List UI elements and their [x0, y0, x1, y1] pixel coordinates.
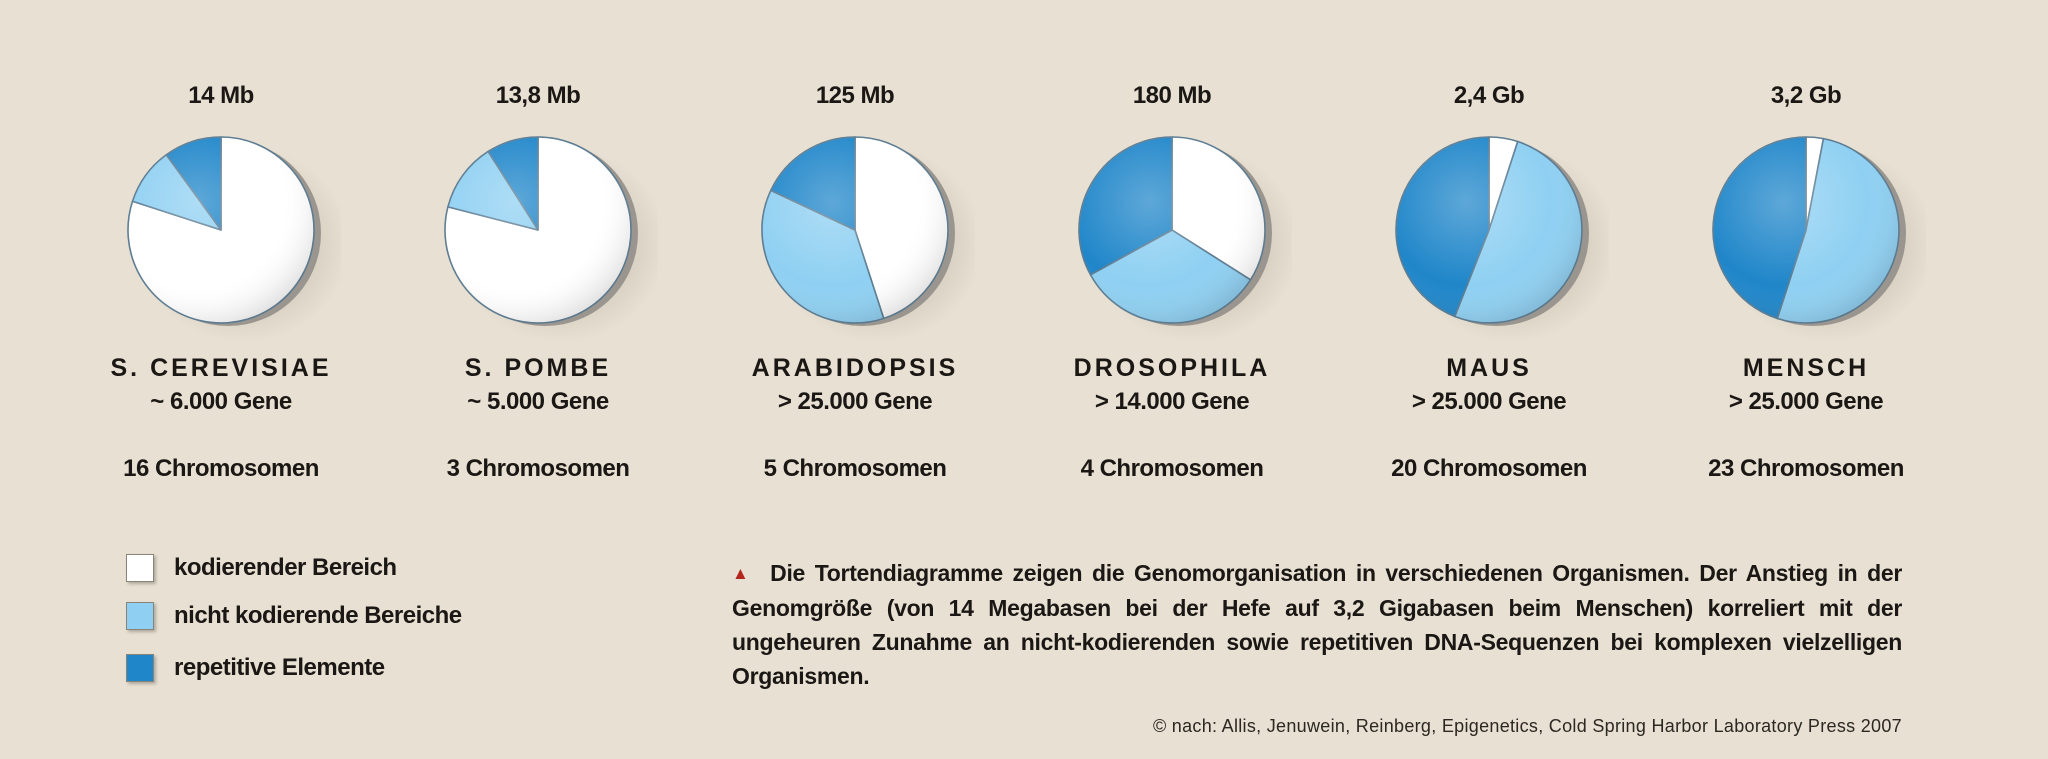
pie-svg: [1078, 136, 1292, 343]
pie-highlight: [1396, 137, 1582, 323]
gene-count: ~ 6.000 Gene: [150, 388, 292, 415]
pie-chart-s-pombe: 13,8 Mb S. POMBE ~ 5.000 Gene 3 Chromosomen: [388, 0, 688, 520]
figure-caption: ▲ Die Tortendiagramme zeigen die Genomorg…: [732, 556, 1902, 693]
organism-name: MENSCH: [1742, 354, 1870, 382]
chromosome-count: 5 Chromosomen: [763, 455, 947, 482]
gene-count: > 25.000 Gene: [1728, 388, 1884, 415]
pie-chart-drosophila: 180 Mb DROSOPHILA > 14.000 Gene 4 Chromosom…: [1022, 0, 1322, 520]
chromosome-count: 23 Chromosomen: [1708, 455, 1904, 482]
legend-item-repetitive: repetitive Elemente: [126, 652, 546, 684]
gene-count: ~ 5.000 Gene: [467, 388, 609, 415]
genome-size-label: 180 Mb: [1132, 82, 1212, 109]
pie-svg: [1395, 136, 1609, 343]
genome-size-label: 3,2 Gb: [1770, 82, 1842, 109]
organism-name: S. POMBE: [464, 354, 612, 382]
legend-swatch-repetitive: [126, 654, 154, 682]
pie-highlight: [762, 137, 948, 323]
genome-size-label: 14 Mb: [188, 82, 254, 109]
pie-charts-row: 14 Mb S. CEREVISIAE ~ 6.000 Gene 16 Chromos…: [71, 0, 1956, 520]
caption-text: Die Tortendiagramme zeigen die Genomorga…: [732, 560, 1903, 689]
red-triangle-icon: ▲: [732, 564, 753, 583]
gene-count: > 25.000 Gene: [777, 388, 933, 415]
pie-highlight: [128, 137, 314, 323]
chromosome-count: 16 Chromosomen: [123, 455, 319, 482]
legend-label: repetitive Elemente: [174, 654, 385, 681]
pie-chart-s-cerevisiae: 14 Mb S. CEREVISIAE ~ 6.000 Gene 16 Chromos…: [71, 0, 371, 520]
pie-highlight: [1079, 137, 1265, 323]
organism-name: S. CEREVISIAE: [110, 354, 332, 382]
organism-name: ARABIDOPSIS: [751, 354, 959, 382]
legend-swatch-noncoding: [126, 602, 154, 630]
legend-item-noncoding: nicht kodierende Bereiche: [126, 600, 546, 632]
chromosome-count: 4 Chromosomen: [1080, 455, 1264, 482]
pie-chart-arabidopsis: 125 Mb ARABIDOPSIS > 25.000 Gene 5 Chromoso…: [705, 0, 1005, 520]
organism-name: DROSOPHILA: [1073, 354, 1271, 382]
chromosome-count: 20 Chromosomen: [1391, 455, 1587, 482]
pie-svg: [444, 136, 658, 343]
pie-chart-maus: 2,4 Gb MAUS > 25.000 Gene 20 Chromosomen: [1339, 0, 1639, 520]
pie-chart-mensch: 3,2 Gb MENSCH > 25.000 Gene 23 Chromosomen: [1656, 0, 1956, 520]
genome-size-label: 125 Mb: [815, 82, 895, 109]
gene-count: > 14.000 Gene: [1094, 388, 1250, 415]
pie-svg: [761, 136, 975, 343]
legend-label: nicht kodierende Bereiche: [174, 602, 462, 629]
legend-label: kodierender Bereich: [174, 554, 397, 581]
pie-highlight: [445, 137, 631, 323]
gene-count: > 25.000 Gene: [1411, 388, 1567, 415]
pie-highlight: [1713, 137, 1899, 323]
chromosome-count: 3 Chromosomen: [446, 455, 630, 482]
pie-svg: [127, 136, 341, 343]
source-credit: © nach: Allis, Jenuwein, Reinberg, Epige…: [1152, 716, 1902, 736]
legend-swatch-coding: [126, 554, 154, 582]
genome-size-label: 13,8 Mb: [495, 82, 581, 109]
pie-svg: [1712, 136, 1926, 343]
organism-name: MAUS: [1446, 354, 1532, 382]
legend-item-coding: kodierender Bereich: [126, 552, 546, 584]
genome-size-label: 2,4 Gb: [1453, 82, 1525, 109]
